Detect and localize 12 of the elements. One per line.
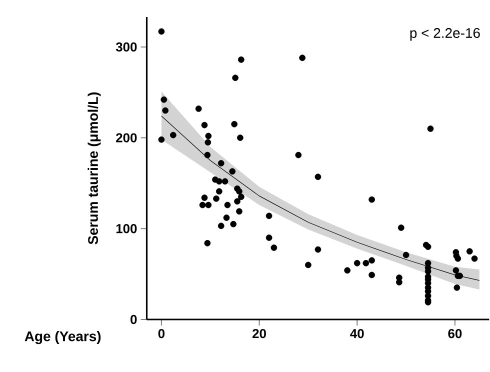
- y-tick-label: 0: [130, 314, 137, 324]
- x-tick-label: 60: [448, 328, 462, 338]
- y-tick-label: 300: [116, 42, 137, 52]
- y-tick-label: 100: [116, 224, 137, 234]
- y-tick-label: 200: [116, 133, 137, 142]
- annotation: p < 2.2e-16: [410, 28, 480, 41]
- x-tick-label: 20: [252, 328, 266, 338]
- x-tick-label: 0: [158, 328, 165, 338]
- x-axis-title: Age (Years): [24, 330, 101, 344]
- y-axis-title: Serum taurine (μmol/L): [88, 92, 101, 244]
- line-series: [161, 116, 480, 281]
- x-tick-label: 40: [350, 328, 364, 338]
